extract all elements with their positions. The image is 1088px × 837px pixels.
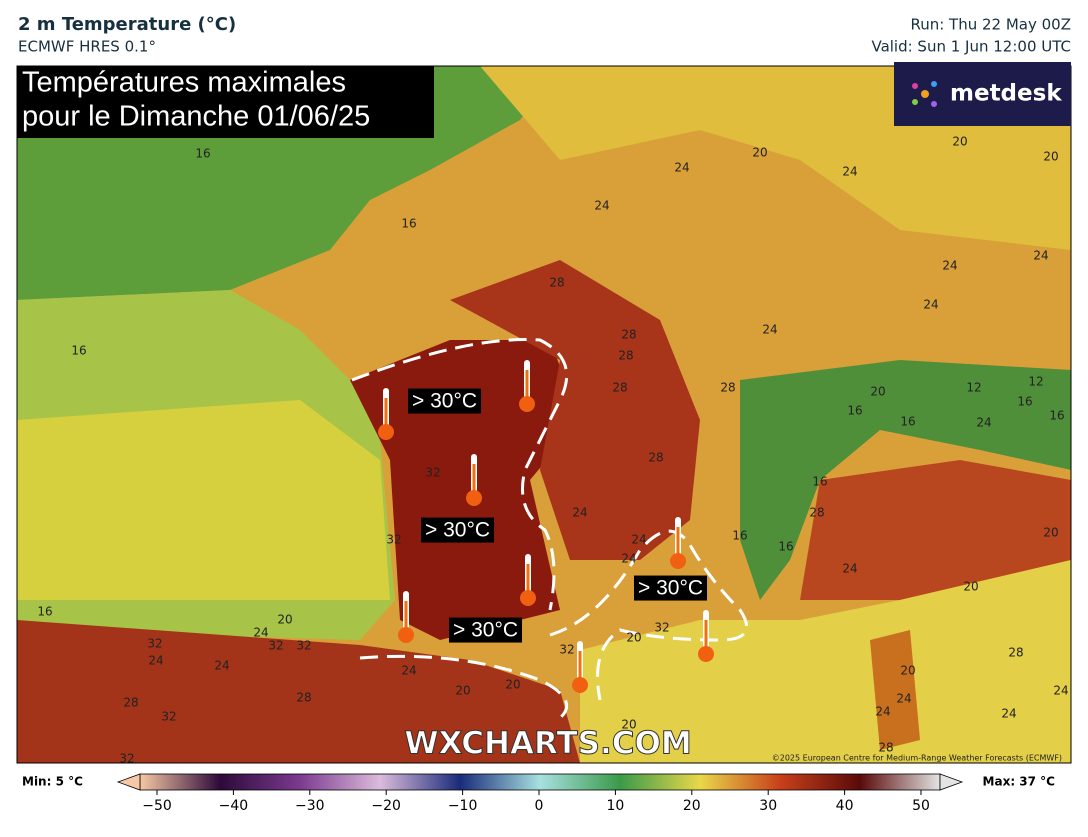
contour-label: 24 (148, 654, 163, 668)
contour-label: 20 (870, 385, 885, 399)
contour-label: 20 (626, 631, 641, 645)
annotation: > 30°C (425, 519, 490, 542)
contour-label: 24 (896, 692, 911, 706)
contour-label: 32 (559, 643, 574, 657)
max-label: Max: 37 °C (983, 775, 1056, 789)
tick-label: −40 (219, 798, 249, 814)
contour-label: 24 (842, 562, 857, 576)
contour-label: 24 (214, 659, 229, 673)
tick-label: −30 (295, 798, 325, 814)
tick-label: −50 (142, 798, 172, 814)
contour-label: 24 (401, 664, 416, 678)
contour-label: 16 (847, 404, 862, 418)
headline: pour le Dimanche 01/06/25 (22, 101, 370, 133)
contour-label: 24 (923, 298, 938, 312)
contour-label: 20 (455, 684, 470, 698)
contour-label: 16 (900, 415, 915, 429)
contour-label: 28 (618, 349, 633, 363)
contour-label: 32 (296, 639, 311, 653)
contour-label: 12 (966, 381, 981, 395)
subtitle: ECMWF HRES 0.1° (18, 38, 156, 56)
tick-label: 50 (912, 798, 930, 814)
contour-label: 20 (752, 146, 767, 160)
contour-label: 24 (621, 552, 636, 566)
contour-label: 16 (37, 605, 52, 619)
tick-label: −10 (448, 798, 478, 814)
contour-label: 32 (268, 639, 283, 653)
contour-label: 24 (875, 705, 890, 719)
contour-label: 32 (654, 621, 669, 635)
contour-label: 28 (878, 741, 893, 755)
annotation: > 30°C (453, 619, 518, 642)
map: 16 16 16 20 20 20 24 24 24 24 24 24 28 24 28 28 28 28 20 12… (17, 66, 1071, 766)
tick-label: 20 (683, 798, 701, 814)
contour-label: 20 (1043, 150, 1058, 164)
valid-time: Valid: Sun 1 Jun 12:00 UTC (871, 38, 1071, 56)
contour-label: 24 (674, 161, 689, 175)
contour-label: 32 (161, 710, 176, 724)
contour-label: 32 (425, 466, 440, 480)
watermark: WXCHARTS.COM (404, 726, 691, 762)
contour-label: 20 (277, 613, 292, 627)
contour-label: 24 (1033, 249, 1048, 263)
contour-label: 24 (1053, 684, 1068, 698)
tick-label: 30 (759, 798, 777, 814)
contour-label: 16 (71, 344, 86, 358)
contour-label: 32 (147, 637, 162, 651)
contour-label: 32 (119, 752, 134, 766)
contour-label: 20 (963, 580, 978, 594)
contour-label: 24 (942, 259, 957, 273)
contour-label: 16 (1049, 409, 1064, 423)
contour-label: 28 (720, 381, 735, 395)
logo: metdesk (950, 81, 1062, 107)
contour-label: 28 (612, 381, 627, 395)
contour-label: 28 (1008, 646, 1023, 660)
contour-label: 32 (386, 533, 401, 547)
contour-label: 20 (621, 718, 636, 732)
annotation-box (449, 617, 523, 643)
contour-label: 28 (621, 328, 636, 342)
contour-label: 28 (549, 276, 564, 290)
contour-label: 16 (1017, 395, 1032, 409)
logo-icon (912, 81, 937, 107)
contour-label: 20 (505, 678, 520, 692)
contour-label: 24 (594, 199, 609, 213)
contour-label: 20 (900, 664, 915, 678)
contour-label: 24 (253, 626, 268, 640)
contour-label: 20 (952, 135, 967, 149)
contour-label: 28 (809, 506, 824, 520)
run-time: Run: Thu 22 May 00Z (910, 16, 1071, 34)
annotation-box (421, 517, 495, 543)
contour-label: 20 (1043, 526, 1058, 540)
contour-label: 16 (778, 540, 793, 554)
colorbar: −50 −40 −30 −20 −10 0 10 20 30 40 50 (116, 773, 964, 814)
contour-label: 16 (401, 217, 416, 231)
contour-label: 12 (1028, 375, 1043, 389)
tick-label: 0 (535, 798, 544, 814)
contour-label: 28 (296, 691, 311, 705)
contour-label: 24 (842, 165, 857, 179)
copyright: ©2025 European Centre for Medium-Range W… (772, 754, 1062, 763)
contour-label: 28 (648, 451, 663, 465)
contour-label: 24 (1001, 707, 1016, 721)
contour-label: 16 (195, 147, 210, 161)
title: 2 m Temperature (°C) (18, 14, 236, 35)
contour-label: 16 (812, 475, 827, 489)
contour-label: 16 (732, 529, 747, 543)
tick-label: 10 (606, 798, 624, 814)
tick-label: 40 (836, 798, 854, 814)
contour-label: 28 (123, 696, 138, 710)
contour-label: 24 (762, 323, 777, 337)
annotation: > 30°C (638, 577, 703, 600)
contour-label: 24 (631, 533, 646, 547)
annotation-box (634, 575, 708, 601)
annotation: > 30°C (412, 390, 477, 413)
contour-label: 24 (572, 506, 587, 520)
headline: Températures maximales (22, 67, 346, 99)
contour-label: 24 (976, 416, 991, 430)
annotation-box (408, 388, 482, 414)
min-label: Min: 5 °C (22, 775, 83, 789)
tick-label: −20 (371, 798, 401, 814)
